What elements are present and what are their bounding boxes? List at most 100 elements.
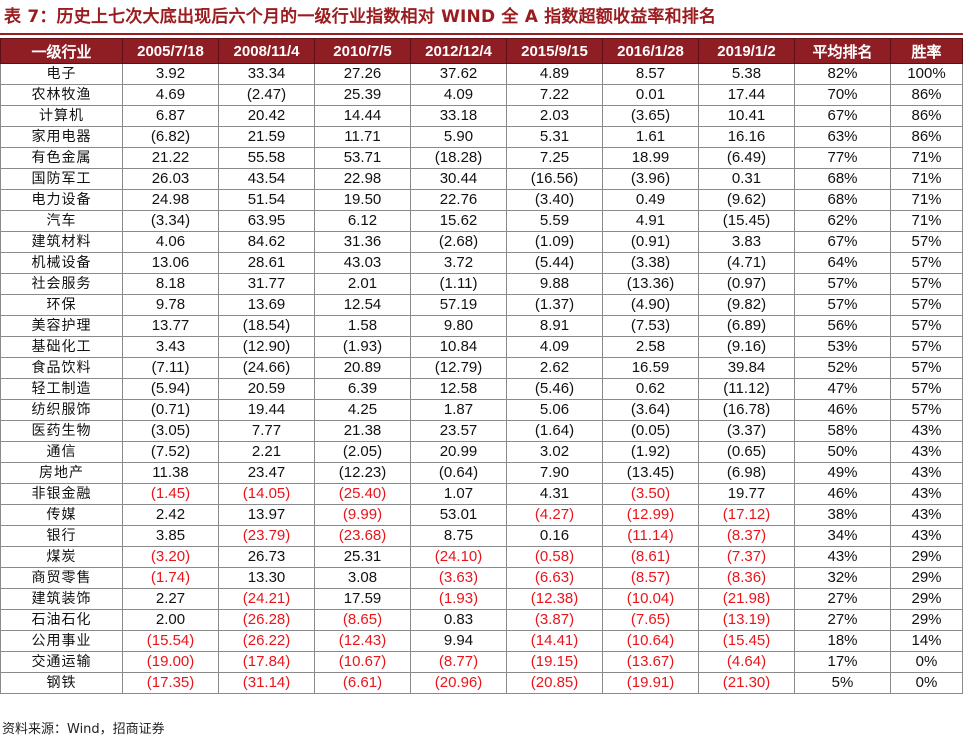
industry-cell: 家用电器 bbox=[0, 126, 123, 148]
value-cell: 2.62 bbox=[506, 357, 603, 379]
value-cell: (3.96) bbox=[602, 168, 699, 190]
value-cell: 37.62 bbox=[410, 63, 507, 85]
returns-table: 一级行业 2005/7/18 2008/11/4 2010/7/5 2012/12/4 2… bbox=[0, 38, 963, 694]
value-cell: 0.01 bbox=[602, 84, 699, 106]
stat-cell: 32% bbox=[794, 567, 891, 589]
stat-cell: 70% bbox=[794, 84, 891, 106]
value-cell: 10.41 bbox=[698, 105, 795, 127]
value-cell: 20.42 bbox=[218, 105, 315, 127]
stat-cell: 43% bbox=[890, 525, 963, 547]
value-cell: (7.37) bbox=[698, 546, 795, 568]
value-cell: (25.40) bbox=[314, 483, 411, 505]
value-cell: (1.93) bbox=[410, 588, 507, 610]
value-cell: (15.54) bbox=[122, 630, 219, 652]
value-cell: 33.18 bbox=[410, 105, 507, 127]
value-cell: (1.11) bbox=[410, 273, 507, 295]
table-row: 国防军工 26.03 43.54 22.98 30.44 (16.56) (3.96) 0.3… bbox=[0, 168, 963, 190]
value-cell: 31.36 bbox=[314, 231, 411, 253]
value-cell: (0.05) bbox=[602, 420, 699, 442]
value-cell: 5.06 bbox=[506, 399, 603, 421]
industry-cell: 银行 bbox=[0, 525, 123, 547]
industry-cell: 钢铁 bbox=[0, 672, 123, 694]
industry-cell: 社会服务 bbox=[0, 273, 123, 295]
value-cell: 0.83 bbox=[410, 609, 507, 631]
value-cell: 16.59 bbox=[602, 357, 699, 379]
value-cell: 55.58 bbox=[218, 147, 315, 169]
table-title: 表 7：历史上七次大底出现后六个月的一级行业指数相对 WIND 全 A 指数超额… bbox=[4, 7, 717, 27]
stat-cell: 68% bbox=[794, 189, 891, 211]
value-cell: 21.59 bbox=[218, 126, 315, 148]
stat-cell: 38% bbox=[794, 504, 891, 526]
stat-cell: 43% bbox=[890, 462, 963, 484]
industry-cell: 纺织服饰 bbox=[0, 399, 123, 421]
stat-cell: 43% bbox=[890, 441, 963, 463]
column-header: 平均排名 bbox=[794, 38, 891, 64]
column-header: 胜率 bbox=[890, 38, 963, 64]
value-cell: 1.07 bbox=[410, 483, 507, 505]
stat-cell: 58% bbox=[794, 420, 891, 442]
industry-cell: 基础化工 bbox=[0, 336, 123, 358]
value-cell: 9.78 bbox=[122, 294, 219, 316]
value-cell: (16.56) bbox=[506, 168, 603, 190]
value-cell: 17.59 bbox=[314, 588, 411, 610]
industry-cell: 国防军工 bbox=[0, 168, 123, 190]
value-cell: (12.99) bbox=[602, 504, 699, 526]
value-cell: (8.65) bbox=[314, 609, 411, 631]
value-cell: 3.02 bbox=[506, 441, 603, 463]
stat-cell: 18% bbox=[794, 630, 891, 652]
value-cell: (7.11) bbox=[122, 357, 219, 379]
value-cell: (7.52) bbox=[122, 441, 219, 463]
stat-cell: 43% bbox=[890, 483, 963, 505]
column-header: 2016/1/28 bbox=[602, 38, 699, 64]
value-cell: (8.36) bbox=[698, 567, 795, 589]
value-cell: (4.64) bbox=[698, 651, 795, 673]
value-cell: (13.45) bbox=[602, 462, 699, 484]
value-cell: (21.98) bbox=[698, 588, 795, 610]
value-cell: (9.16) bbox=[698, 336, 795, 358]
value-cell: 11.38 bbox=[122, 462, 219, 484]
value-cell: 13.30 bbox=[218, 567, 315, 589]
value-cell: (1.37) bbox=[506, 294, 603, 316]
value-cell: 19.50 bbox=[314, 189, 411, 211]
value-cell: 4.31 bbox=[506, 483, 603, 505]
table-row: 钢铁 (17.35) (31.14) (6.61) (20.96) (20.85) (19.… bbox=[0, 672, 963, 694]
value-cell: 2.58 bbox=[602, 336, 699, 358]
industry-cell: 非银金融 bbox=[0, 483, 123, 505]
value-cell: (12.38) bbox=[506, 588, 603, 610]
stat-cell: 56% bbox=[794, 315, 891, 337]
column-header: 2005/7/18 bbox=[122, 38, 219, 64]
value-cell: 4.06 bbox=[122, 231, 219, 253]
table-row: 计算机 6.87 20.42 14.44 33.18 2.03 (3.65) 10.41 67%… bbox=[0, 105, 963, 127]
value-cell: 1.87 bbox=[410, 399, 507, 421]
value-cell: (20.96) bbox=[410, 672, 507, 694]
value-cell: 43.03 bbox=[314, 252, 411, 274]
value-cell: (8.77) bbox=[410, 651, 507, 673]
value-cell: (2.68) bbox=[410, 231, 507, 253]
stat-cell: 62% bbox=[794, 210, 891, 232]
value-cell: 24.98 bbox=[122, 189, 219, 211]
value-cell: (20.85) bbox=[506, 672, 603, 694]
value-cell: (5.44) bbox=[506, 252, 603, 274]
value-cell: 4.91 bbox=[602, 210, 699, 232]
value-cell: 28.61 bbox=[218, 252, 315, 274]
value-cell: 53.01 bbox=[410, 504, 507, 526]
value-cell: (8.57) bbox=[602, 567, 699, 589]
industry-cell: 食品饮料 bbox=[0, 357, 123, 379]
value-cell: 2.21 bbox=[218, 441, 315, 463]
value-cell: (23.68) bbox=[314, 525, 411, 547]
value-cell: (3.65) bbox=[602, 105, 699, 127]
table-row: 轻工制造 (5.94) 20.59 6.39 12.58 (5.46) 0.62 (11.12… bbox=[0, 378, 963, 400]
value-cell: (6.61) bbox=[314, 672, 411, 694]
stat-cell: 47% bbox=[794, 378, 891, 400]
value-cell: (24.21) bbox=[218, 588, 315, 610]
industry-cell: 电力设备 bbox=[0, 189, 123, 211]
value-cell: 5.59 bbox=[506, 210, 603, 232]
value-cell: (5.46) bbox=[506, 378, 603, 400]
value-cell: 5.90 bbox=[410, 126, 507, 148]
stat-cell: 46% bbox=[794, 483, 891, 505]
value-cell: (1.74) bbox=[122, 567, 219, 589]
value-cell: 39.84 bbox=[698, 357, 795, 379]
value-cell: (18.28) bbox=[410, 147, 507, 169]
value-cell: (9.62) bbox=[698, 189, 795, 211]
stat-cell: 71% bbox=[890, 147, 963, 169]
